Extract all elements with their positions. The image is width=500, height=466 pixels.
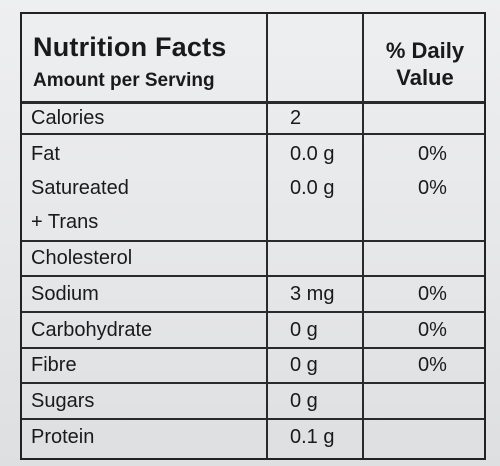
row-amount-fibre: 0 g: [290, 354, 318, 376]
nutrition-table: Nutrition Facts Amount per Serving % Dai…: [20, 12, 486, 460]
row-label-cholesterol: Cholesterol: [31, 247, 133, 269]
row-divider: [22, 347, 484, 349]
daily-value-header-line2: Value: [396, 65, 454, 90]
row-amount-sodium: 3 mg: [290, 283, 335, 305]
table-subtitle: Amount per Serving: [33, 70, 215, 91]
row-label-protein: Protein: [31, 426, 95, 448]
row-amount-protein: 0.1 g: [290, 426, 335, 448]
row-label-calories: Calories: [31, 107, 105, 129]
row-divider: [22, 311, 484, 313]
row-dv-sodium: 0%: [418, 283, 447, 305]
row-amount-calories: 2: [290, 107, 302, 129]
row-amount-fat: 0.0 g: [290, 143, 335, 165]
row-amount-saturated: 0.0 g: [290, 177, 335, 199]
column-divider-daily-value: [362, 14, 364, 458]
row-divider: [22, 418, 484, 420]
row-divider: [22, 275, 484, 277]
row-label-trans: + Trans: [31, 211, 99, 233]
row-label-carbohydrate: Carbohydrate: [31, 319, 153, 341]
daily-value-header-line1: % Daily: [385, 38, 465, 63]
row-label-sodium: Sodium: [31, 283, 99, 305]
row-label-fat: Fat: [31, 143, 60, 165]
row-divider: [22, 240, 484, 242]
table-title: Nutrition Facts: [33, 32, 227, 62]
row-divider: [22, 382, 484, 384]
row-label-fibre: Fibre: [31, 354, 77, 376]
row-dv-carbohydrate: 0%: [418, 319, 447, 341]
row-amount-sugars: 0 g: [290, 390, 318, 412]
row-divider: [22, 133, 484, 135]
row-label-saturated: Satureated: [31, 177, 129, 199]
column-divider-amount: [266, 14, 268, 458]
row-dv-fat: 0%: [418, 143, 447, 165]
row-dv-fibre: 0%: [418, 354, 447, 376]
row-amount-carbohydrate: 0 g: [290, 319, 318, 341]
row-label-sugars: Sugars: [31, 390, 95, 412]
row-dv-saturated: 0%: [418, 177, 447, 199]
header-divider: [22, 101, 484, 104]
